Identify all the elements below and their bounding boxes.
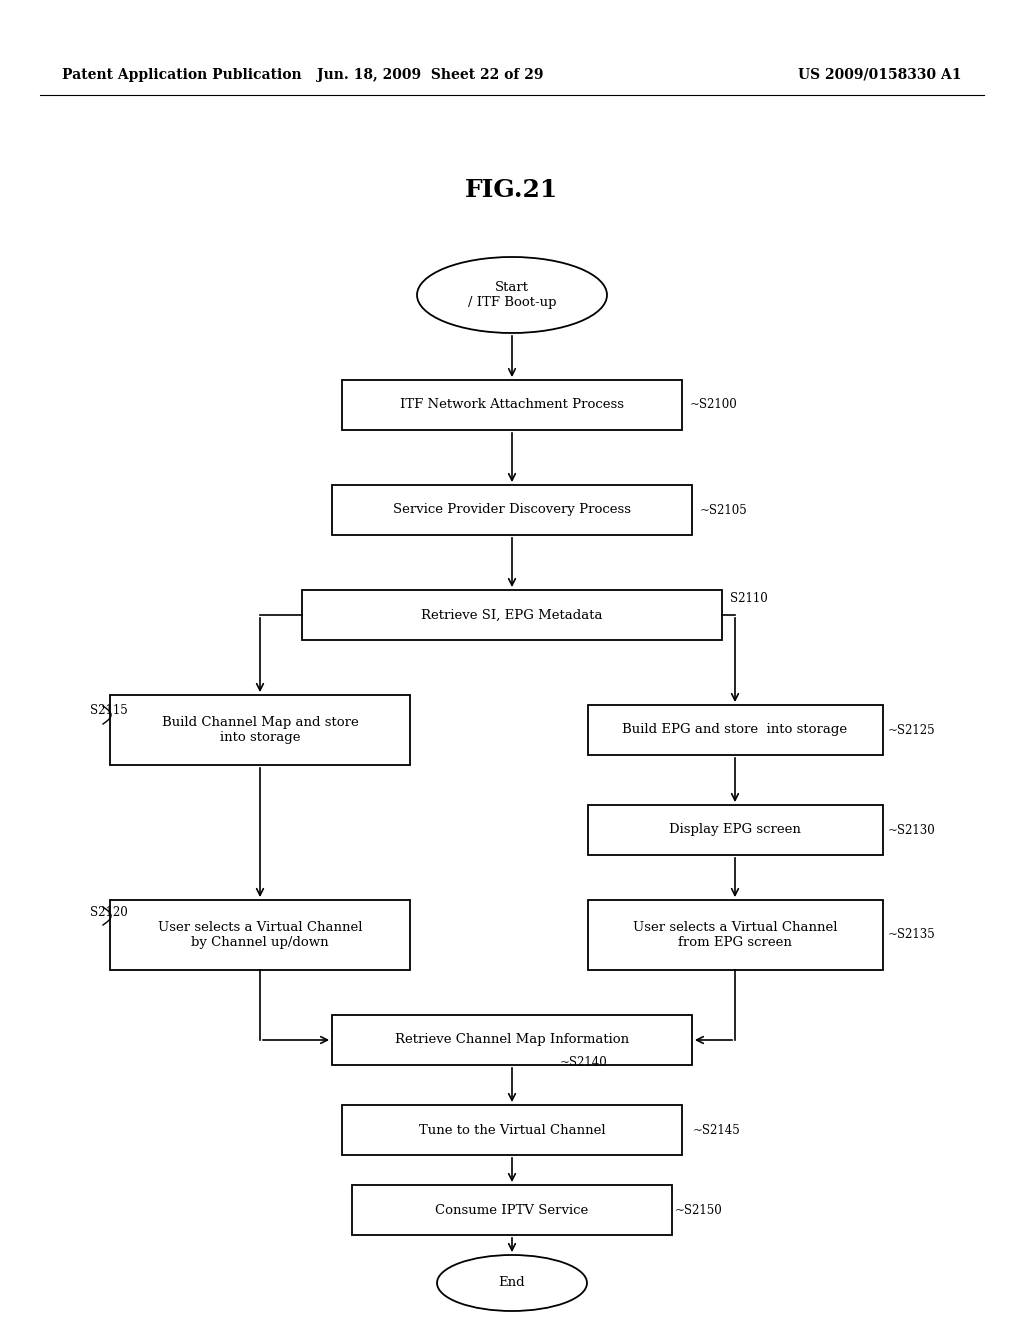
Text: Consume IPTV Service: Consume IPTV Service bbox=[435, 1204, 589, 1217]
Text: Jun. 18, 2009  Sheet 22 of 29: Jun. 18, 2009 Sheet 22 of 29 bbox=[316, 69, 544, 82]
Bar bbox=[588, 805, 883, 855]
Text: User selects a Virtual Channel
by Channel up/down: User selects a Virtual Channel by Channe… bbox=[158, 921, 362, 949]
Text: Build EPG and store  into storage: Build EPG and store into storage bbox=[623, 723, 848, 737]
Text: End: End bbox=[499, 1276, 525, 1290]
Text: ~S2105: ~S2105 bbox=[700, 503, 748, 516]
Text: ~S2100: ~S2100 bbox=[690, 399, 737, 412]
Text: Display EPG screen: Display EPG screen bbox=[669, 824, 801, 837]
Bar bbox=[342, 380, 682, 430]
Bar bbox=[588, 900, 883, 970]
Text: Service Provider Discovery Process: Service Provider Discovery Process bbox=[393, 503, 631, 516]
Text: Tune to the Virtual Channel: Tune to the Virtual Channel bbox=[419, 1123, 605, 1137]
Text: Patent Application Publication: Patent Application Publication bbox=[62, 69, 302, 82]
Text: User selects a Virtual Channel
from EPG screen: User selects a Virtual Channel from EPG … bbox=[633, 921, 838, 949]
Bar bbox=[342, 1105, 682, 1155]
Text: ~S2125: ~S2125 bbox=[888, 723, 936, 737]
Text: ~S2130: ~S2130 bbox=[888, 824, 936, 837]
Bar bbox=[352, 1185, 672, 1236]
Bar bbox=[302, 590, 722, 640]
Ellipse shape bbox=[417, 257, 607, 333]
Text: US 2009/0158330 A1: US 2009/0158330 A1 bbox=[799, 69, 962, 82]
Text: FIG.21: FIG.21 bbox=[465, 178, 559, 202]
Ellipse shape bbox=[437, 1255, 587, 1311]
Bar bbox=[110, 900, 410, 970]
Bar bbox=[588, 705, 883, 755]
Bar bbox=[110, 696, 410, 766]
Text: S2115: S2115 bbox=[90, 704, 128, 717]
Text: ~S2135: ~S2135 bbox=[888, 928, 936, 941]
Text: Start
/ ITF Boot-up: Start / ITF Boot-up bbox=[468, 281, 556, 309]
Text: ~S2150: ~S2150 bbox=[675, 1204, 723, 1217]
Text: ITF Network Attachment Process: ITF Network Attachment Process bbox=[400, 399, 624, 412]
Text: ~S2140: ~S2140 bbox=[560, 1056, 608, 1069]
Text: ~S2145: ~S2145 bbox=[693, 1123, 740, 1137]
Bar bbox=[332, 484, 692, 535]
Text: S2120: S2120 bbox=[90, 906, 128, 919]
Text: Retrieve SI, EPG Metadata: Retrieve SI, EPG Metadata bbox=[421, 609, 603, 622]
Text: Retrieve Channel Map Information: Retrieve Channel Map Information bbox=[395, 1034, 629, 1047]
Text: S2110: S2110 bbox=[730, 591, 768, 605]
Bar bbox=[332, 1015, 692, 1065]
Text: Build Channel Map and store
into storage: Build Channel Map and store into storage bbox=[162, 715, 358, 744]
